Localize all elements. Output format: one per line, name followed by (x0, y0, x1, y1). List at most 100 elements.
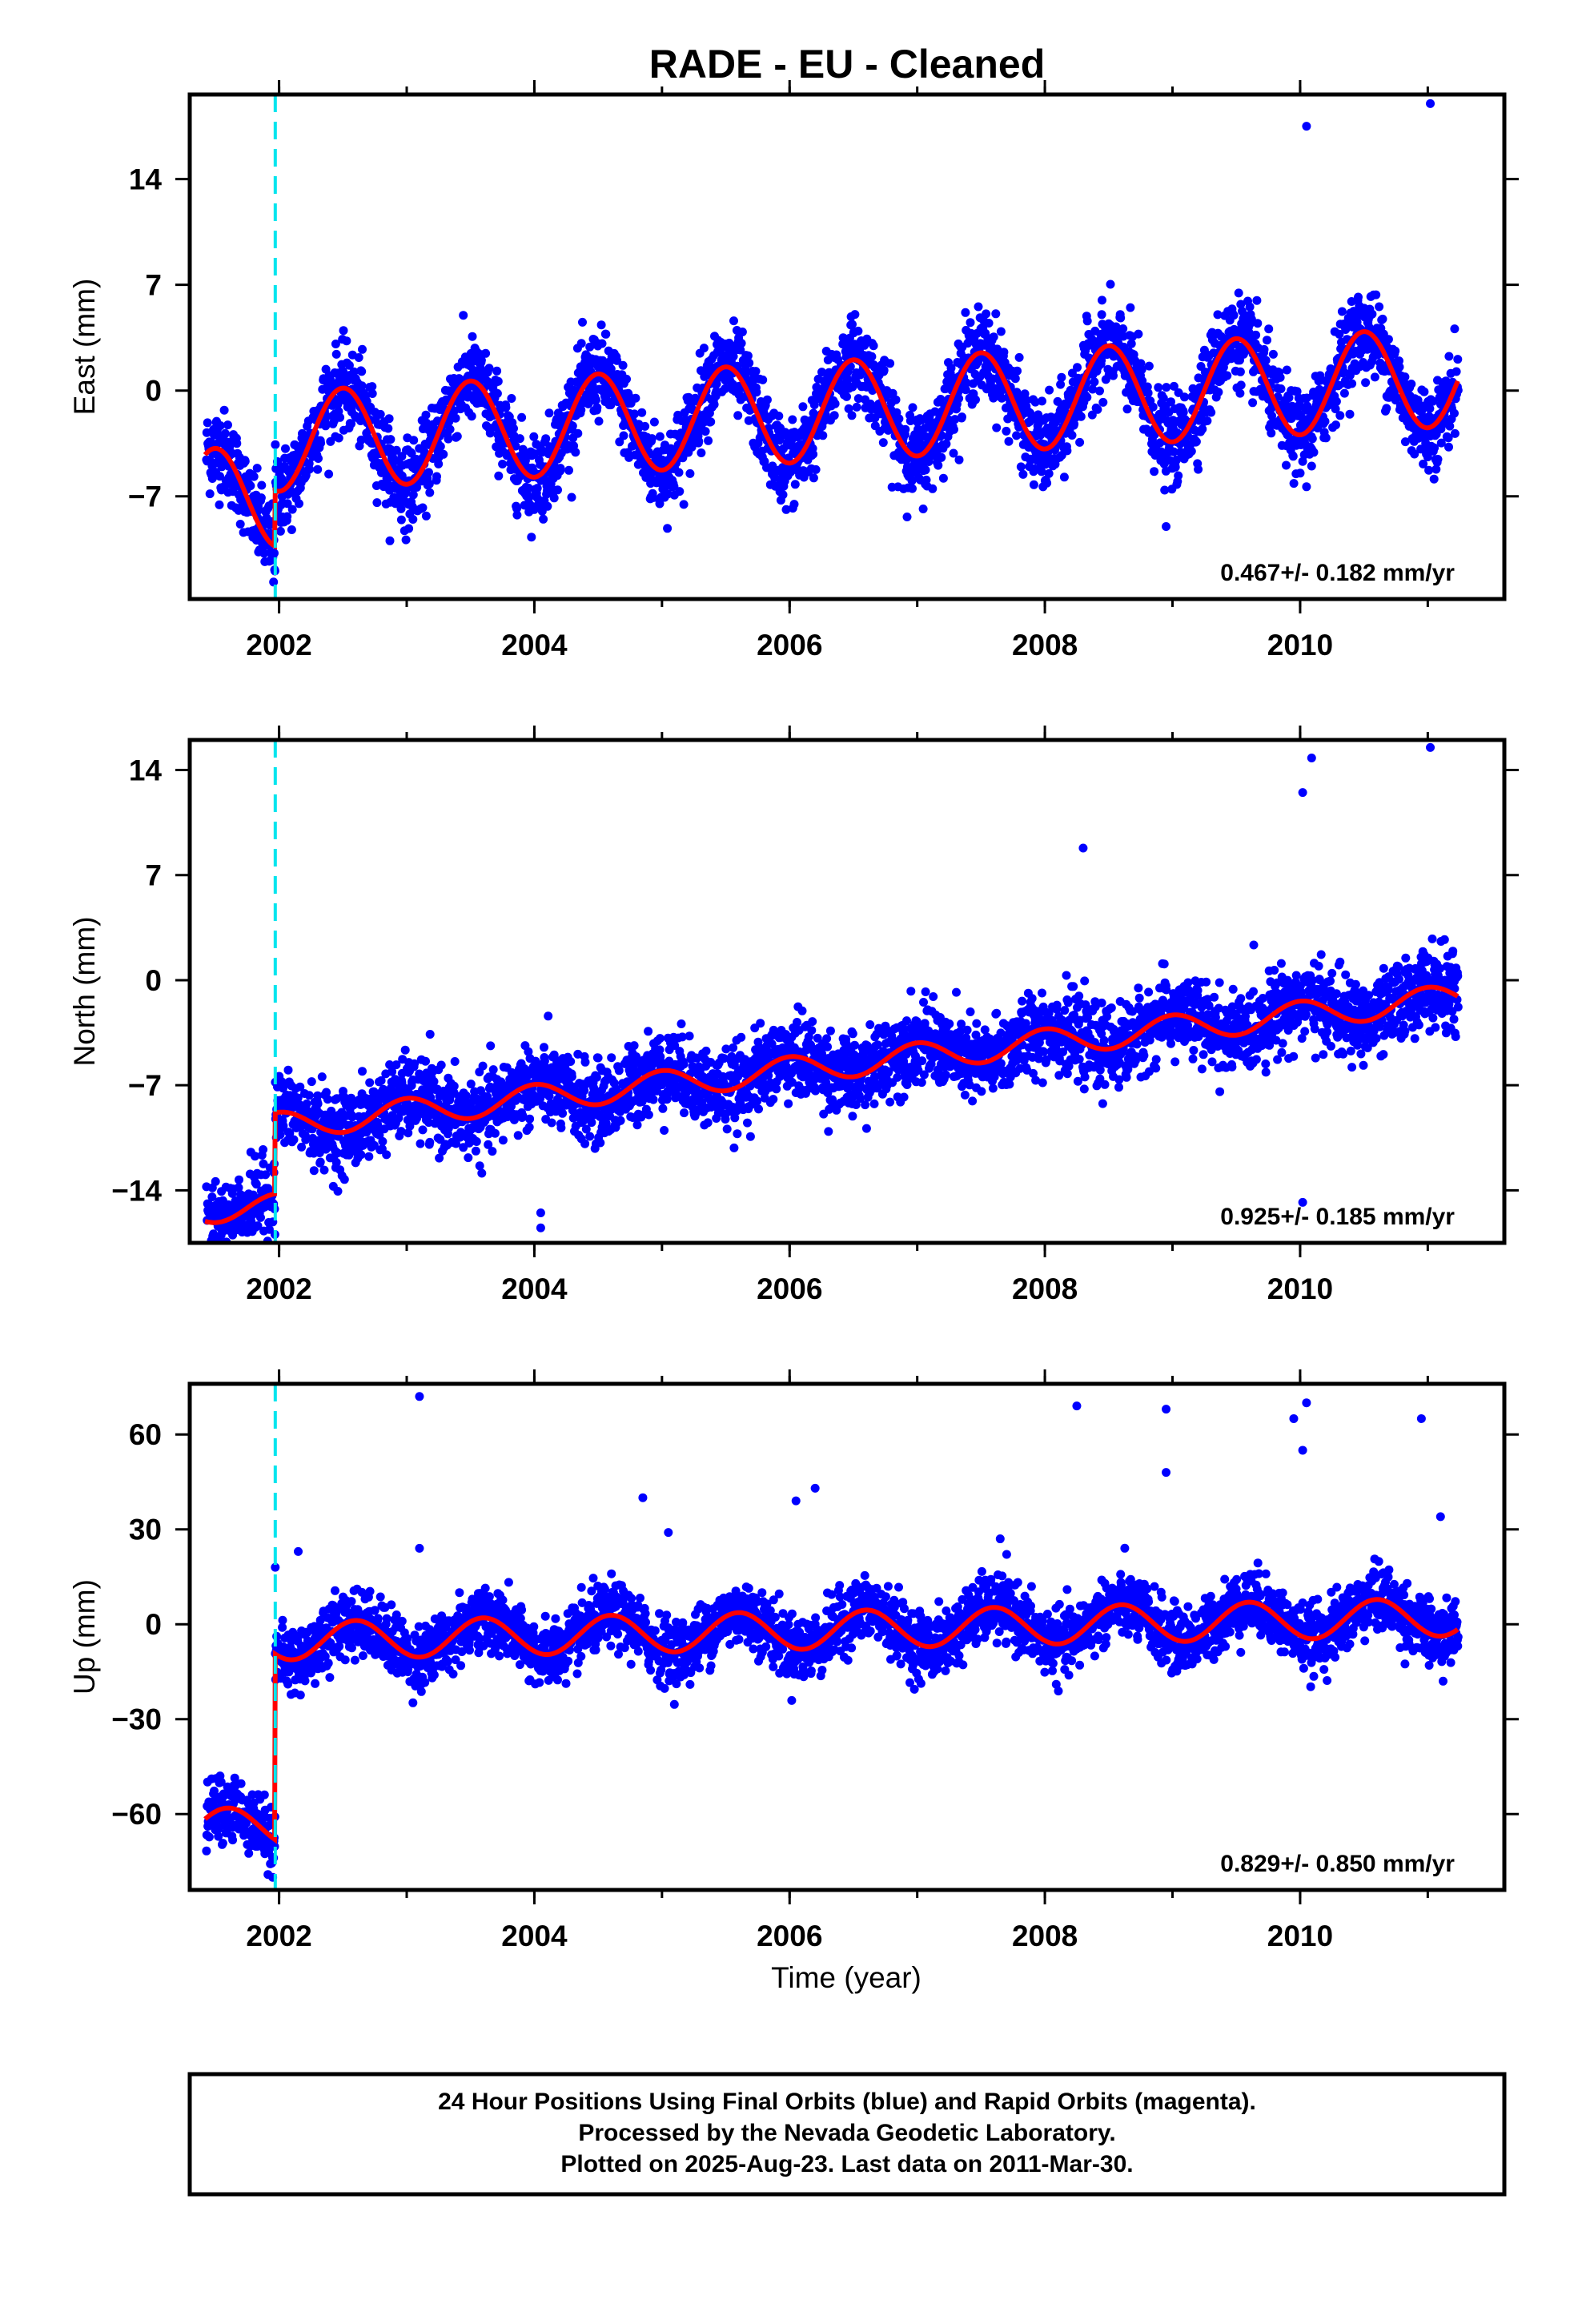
data-point (930, 407, 940, 416)
data-point (885, 359, 895, 368)
data-point (1158, 393, 1168, 403)
data-point (594, 416, 604, 426)
data-point (847, 411, 857, 420)
data-point (648, 1095, 658, 1104)
data-point (1059, 472, 1069, 482)
data-point (421, 410, 431, 420)
data-point (592, 403, 602, 412)
data-point (1335, 411, 1345, 420)
data-point (471, 1146, 480, 1156)
data-point (203, 1249, 211, 1258)
data-point (429, 1077, 439, 1086)
data-point (347, 419, 356, 428)
data-point (567, 493, 576, 502)
data-point (512, 504, 521, 513)
data-point (1407, 380, 1416, 388)
data-point (307, 1077, 316, 1087)
data-point (1106, 279, 1115, 289)
data-point (1160, 485, 1170, 495)
data-point (1354, 292, 1363, 302)
data-point (790, 480, 800, 489)
data-point (1235, 367, 1245, 376)
data-point (934, 460, 943, 470)
panel-frame (187, 92, 1507, 601)
data-point (1030, 397, 1040, 407)
data-point (1155, 438, 1165, 448)
data-point (1143, 388, 1153, 398)
data-point (315, 1157, 325, 1167)
data-point (204, 1245, 213, 1254)
data-point (478, 1061, 488, 1071)
data-point (1413, 396, 1423, 405)
data-point (644, 1027, 653, 1036)
data-point (264, 1224, 274, 1234)
data-point (240, 456, 250, 466)
data-point (587, 1118, 596, 1128)
data-point (928, 484, 938, 493)
data-point (1016, 462, 1026, 472)
data-point (259, 1159, 268, 1168)
outlier-point (1307, 461, 1316, 471)
data-point (660, 1126, 669, 1135)
data-point (488, 1147, 497, 1156)
data-point (498, 1136, 508, 1145)
data-point (1251, 330, 1261, 340)
data-point (830, 399, 840, 408)
data-point (520, 456, 530, 465)
data-point (205, 489, 215, 499)
data-point (1198, 424, 1207, 434)
data-point (596, 1138, 605, 1148)
data-point (1452, 367, 1461, 376)
data-point (1425, 404, 1435, 413)
data-point (464, 1153, 473, 1163)
data-point (1122, 404, 1132, 414)
data-point (1320, 416, 1330, 426)
data-point (685, 1031, 694, 1041)
data-point (601, 1119, 611, 1128)
data-point (357, 381, 367, 391)
data-point (382, 1150, 391, 1160)
x-tick-label: 2004 (501, 629, 568, 661)
data-point (1282, 365, 1291, 375)
data-point (425, 1137, 435, 1147)
data-point (1292, 387, 1302, 396)
data-point (1268, 349, 1278, 359)
data-point (1371, 290, 1381, 300)
data-point (207, 1192, 217, 1202)
data-point (1042, 478, 1052, 488)
data-point (518, 1111, 528, 1120)
data-point (1259, 344, 1269, 354)
data-point (358, 344, 367, 354)
data-point (758, 375, 768, 384)
data-point (449, 1081, 459, 1091)
data-point (1423, 452, 1432, 462)
data-point (467, 412, 476, 421)
data-point (1097, 310, 1106, 320)
data-point (1444, 442, 1453, 452)
data-point (358, 1067, 367, 1076)
data-point (999, 348, 1009, 357)
data-point (459, 311, 468, 320)
data-point (252, 464, 262, 473)
data-point (313, 464, 323, 474)
data-point (809, 449, 818, 459)
data-point (1075, 437, 1085, 447)
data-point (1188, 384, 1198, 393)
data-point (333, 1187, 343, 1196)
data-point (213, 1244, 222, 1252)
data-point (339, 326, 348, 336)
data-point (404, 1128, 413, 1138)
data-point (984, 319, 994, 328)
data-point (853, 326, 863, 336)
data-point (1082, 316, 1092, 326)
data-point (1284, 393, 1294, 403)
data-point (1275, 372, 1285, 382)
data-point (942, 439, 951, 448)
data-point (1213, 310, 1223, 320)
data-point (529, 432, 539, 441)
data-point (251, 1152, 259, 1161)
data-point (992, 423, 1002, 432)
data-point (850, 310, 860, 320)
